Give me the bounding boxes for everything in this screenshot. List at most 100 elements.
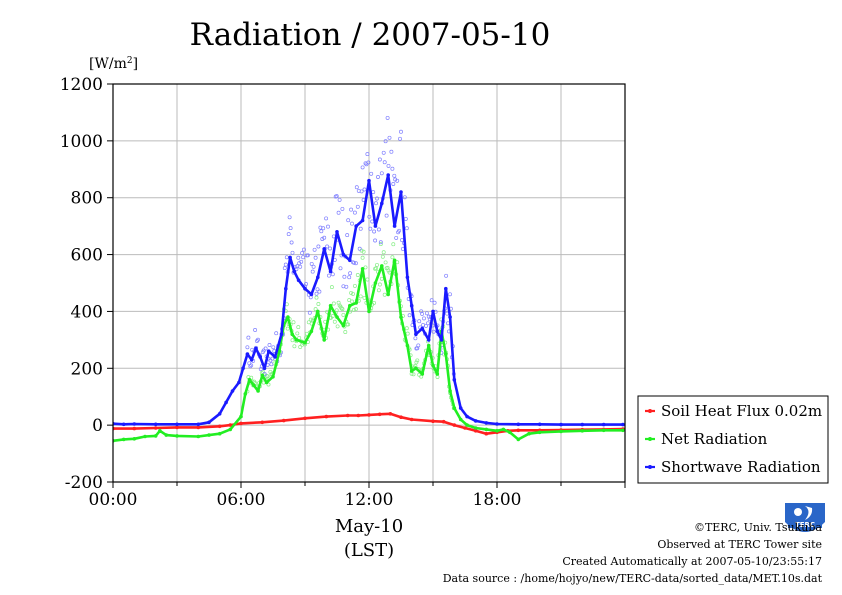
series-point — [435, 329, 440, 334]
data-point — [298, 345, 303, 349]
data-point — [263, 346, 268, 351]
data-point — [322, 235, 327, 240]
series-point — [414, 332, 418, 337]
series-point — [243, 392, 248, 396]
series-point — [409, 303, 414, 308]
data-point — [404, 326, 409, 331]
data-point — [312, 247, 317, 252]
data-point — [340, 206, 345, 211]
data-point — [298, 264, 303, 269]
data-point — [383, 139, 388, 144]
series-point — [288, 255, 292, 260]
data-point — [291, 320, 296, 325]
data-point — [402, 195, 407, 200]
data-point — [343, 330, 348, 334]
data-point — [381, 150, 386, 155]
series-point — [621, 428, 625, 433]
data-point — [305, 253, 310, 258]
data-point — [363, 265, 368, 270]
x-axis-label: May-10 — [335, 516, 403, 537]
series-point — [354, 224, 359, 228]
data-point — [271, 345, 276, 350]
grid-lines — [112, 83, 626, 483]
series-point — [324, 414, 329, 419]
data-point — [329, 285, 334, 290]
series-point — [256, 389, 260, 393]
data-point — [274, 331, 279, 336]
series-point — [290, 332, 295, 337]
data-point — [359, 189, 364, 194]
data-point — [328, 246, 332, 251]
series-point — [245, 352, 250, 356]
series-point — [399, 315, 403, 319]
data-point — [299, 259, 304, 264]
series-point — [254, 346, 258, 351]
data-point — [315, 287, 320, 292]
data-point — [353, 307, 358, 312]
data-point — [283, 262, 288, 267]
series-point — [399, 190, 403, 194]
data-point — [367, 214, 372, 219]
chart-title: Radiation / 2007-05-10 — [190, 17, 551, 53]
series-point — [484, 427, 489, 432]
series-point — [495, 429, 499, 433]
series-point — [262, 366, 267, 371]
series-point — [360, 218, 365, 223]
data-point — [414, 360, 419, 365]
series-point — [266, 349, 271, 354]
series-point — [281, 418, 286, 423]
data-point — [415, 358, 420, 363]
series-point — [121, 437, 126, 442]
series-point — [228, 427, 233, 432]
series-point — [341, 323, 346, 328]
data-point — [394, 235, 399, 240]
data-point — [350, 299, 354, 304]
data-point — [268, 358, 273, 363]
data-point — [435, 375, 440, 379]
data-point — [285, 326, 290, 331]
data-point — [403, 216, 408, 221]
data-point — [300, 251, 305, 256]
data-point — [248, 364, 253, 369]
series-markers-net — [113, 258, 625, 443]
series-point — [247, 377, 252, 382]
series-point — [252, 383, 256, 388]
data-point — [373, 238, 378, 243]
data-point — [429, 298, 434, 303]
series-point — [196, 425, 201, 430]
y-tick-label: 400 — [71, 302, 103, 322]
series-point — [309, 292, 314, 297]
data-point — [301, 255, 306, 260]
data-point — [446, 321, 450, 326]
series-point — [322, 247, 327, 251]
series-point — [559, 422, 563, 427]
data-point — [378, 240, 383, 245]
data-point — [413, 336, 418, 341]
logo-wave-icon — [805, 506, 813, 520]
series-point — [224, 400, 228, 405]
series-point — [516, 437, 521, 442]
data-point — [269, 362, 274, 367]
data-point — [385, 115, 390, 120]
data-point — [386, 163, 391, 168]
series-point — [348, 258, 352, 263]
data-point — [334, 194, 339, 199]
series-point — [373, 281, 378, 285]
data-point — [431, 329, 436, 334]
data-point — [335, 324, 340, 329]
series-point — [386, 292, 391, 297]
data-point — [404, 226, 409, 231]
data-point — [432, 300, 437, 305]
series-point — [175, 434, 179, 438]
data-point — [295, 331, 300, 336]
series-point — [360, 267, 365, 271]
series-point — [559, 429, 563, 434]
data-point — [336, 210, 341, 215]
legend-box — [637, 395, 829, 484]
series-point — [153, 422, 158, 427]
series-point — [328, 303, 333, 308]
y-tick-label: 1000 — [60, 132, 103, 152]
series-point — [260, 420, 265, 425]
series-point — [473, 429, 478, 433]
series-point — [322, 338, 327, 342]
